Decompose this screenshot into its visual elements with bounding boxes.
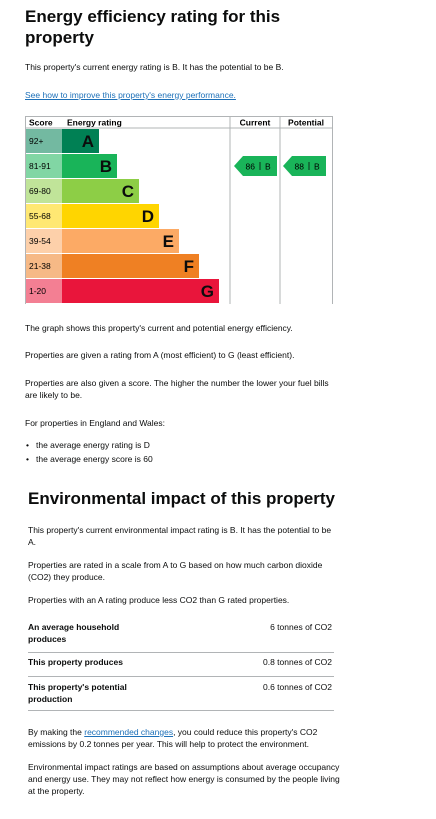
row-label: This property produces <box>28 657 123 667</box>
bullet: the average energy score is 60 <box>26 452 153 466</box>
score-cell <box>26 154 62 178</box>
score-range: 39-54 <box>29 236 51 246</box>
title: Energy efficiency rating for this proper… <box>25 7 281 47</box>
band-letter: E <box>163 232 174 251</box>
score-cell <box>26 229 62 253</box>
score-range: 21-38 <box>29 261 51 271</box>
potential-score: 88 <box>295 161 305 171</box>
paragraph: This property's current environmental im… <box>28 525 332 547</box>
section-title: Environmental impact of this property <box>28 489 335 508</box>
header: Score <box>29 117 53 127</box>
row-label: An average household produces <box>28 622 120 644</box>
paragraph: Environmental impact ratings are based o… <box>28 762 340 796</box>
table-row: This property's potential production 0.6 … <box>28 681 334 711</box>
paragraph: Properties with an A rating produce less… <box>28 595 290 605</box>
table-row: This property produces 0.8 tonnes of CO2 <box>28 656 334 677</box>
band-bar <box>62 204 159 228</box>
intro: This property's current energy rating is… <box>25 62 284 72</box>
score-cell <box>26 279 62 303</box>
band-letter: A <box>82 132 94 151</box>
header: Current <box>240 117 271 127</box>
score-range: 92+ <box>29 136 43 146</box>
row-value: 0.8 tonnes of CO2 <box>263 657 332 667</box>
score-cell <box>26 254 62 278</box>
paragraph: Properties are rated in a scale from A t… <box>28 560 323 582</box>
paragraph: For properties in England and Wales: <box>25 418 166 428</box>
score-range: 55-68 <box>29 211 51 221</box>
potential-arrow <box>283 156 326 176</box>
rating-chart: Score Energy rating Current Potential 92+ A 81… <box>25 116 333 304</box>
paragraph: Properties are given a rating from A (mo… <box>25 350 295 360</box>
band-bar <box>62 154 117 178</box>
changes-link[interactable]: recommended changes <box>84 727 174 737</box>
band-letter: C <box>122 182 134 201</box>
band-letter: F <box>184 257 194 276</box>
header: Energy rating <box>67 117 122 127</box>
potential-band: B <box>314 161 320 171</box>
band-bar <box>62 229 179 253</box>
band-bar <box>62 179 139 203</box>
bullet: the average energy rating is D <box>26 438 153 452</box>
band-letter: G <box>201 282 214 301</box>
header: Potential <box>288 117 324 127</box>
band-letter: D <box>142 207 154 226</box>
band-bar <box>62 129 99 153</box>
score-range: 69-80 <box>29 186 51 196</box>
row-value: 6 tonnes of CO2 <box>270 622 332 632</box>
bullet-list: the average energy rating is D the avera… <box>26 438 153 466</box>
text: By making the <box>28 727 85 737</box>
current-score: 86 <box>246 161 256 171</box>
paragraph: Properties are also given a score. The h… <box>25 378 329 400</box>
band-bar <box>62 254 199 278</box>
score-cell <box>26 129 62 153</box>
current-arrow <box>234 156 277 176</box>
band-bar <box>62 279 219 303</box>
score-range: 1-20 <box>29 286 46 296</box>
paragraph: By making the recommended changes, you c… <box>28 726 340 750</box>
score-cell <box>26 179 62 203</box>
row-value: 0.6 tonnes of CO2 <box>263 682 332 692</box>
table-row: An average household produces 6 tonnes of… <box>28 621 334 653</box>
improve-link[interactable]: See how to improve this property's energ… <box>25 90 236 100</box>
text: , you could reduce this property's CO2 e… <box>28 727 318 749</box>
score-cell <box>26 204 62 228</box>
paragraph: The graph shows this property's current … <box>25 323 293 333</box>
band-letter: B <box>100 157 112 176</box>
chart-frame <box>25 116 333 304</box>
score-range: 81-91 <box>29 161 51 171</box>
row-label: This property's potential production <box>28 682 127 704</box>
current-band: B <box>265 161 271 171</box>
